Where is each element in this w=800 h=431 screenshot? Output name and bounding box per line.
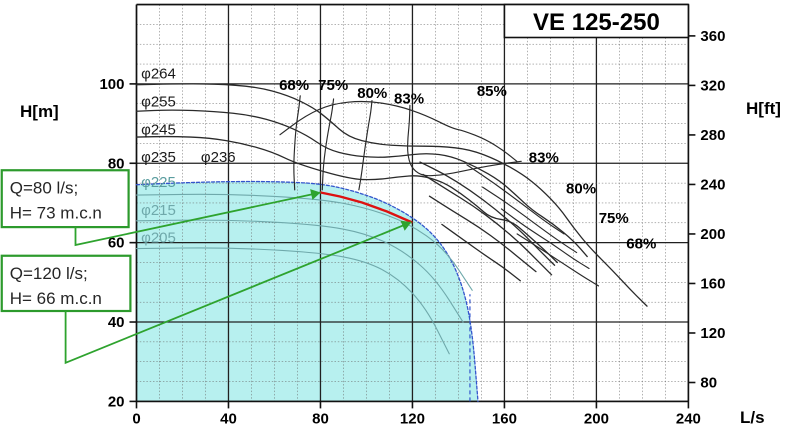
svg-text:200: 200 — [584, 410, 609, 427]
svg-text:75%: 75% — [318, 77, 348, 94]
svg-text:80%: 80% — [357, 85, 387, 102]
svg-text:68%: 68% — [626, 236, 656, 253]
svg-text:75%: 75% — [599, 210, 629, 227]
svg-text:Q=80 l/s;: Q=80 l/s; — [10, 178, 79, 197]
svg-text:80%: 80% — [566, 180, 596, 197]
svg-text:85%: 85% — [477, 83, 507, 100]
svg-text:L/s: L/s — [740, 408, 765, 427]
svg-text:200: 200 — [700, 226, 725, 243]
svg-text:240: 240 — [676, 410, 701, 427]
svg-text:83%: 83% — [394, 91, 424, 108]
svg-text:80: 80 — [312, 410, 329, 427]
svg-text:φ235: φ235 — [141, 149, 176, 166]
svg-text:VE 125-250: VE 125-250 — [533, 9, 660, 36]
svg-text:φ255: φ255 — [141, 94, 176, 111]
svg-text:120: 120 — [400, 410, 425, 427]
svg-text:20: 20 — [108, 393, 125, 410]
svg-text:160: 160 — [492, 410, 517, 427]
svg-text:Q=120 l/s;: Q=120 l/s; — [10, 264, 88, 283]
svg-text:160: 160 — [700, 275, 725, 292]
svg-text:φ205: φ205 — [141, 230, 176, 247]
svg-text:100: 100 — [99, 76, 124, 93]
svg-text:H= 66 m.c.n: H= 66 m.c.n — [10, 289, 102, 308]
svg-text:φ236: φ236 — [201, 149, 236, 166]
svg-text:320: 320 — [700, 77, 725, 94]
svg-text:120: 120 — [700, 325, 725, 342]
svg-text:240: 240 — [700, 176, 725, 193]
svg-text:H[ft]: H[ft] — [746, 99, 781, 118]
svg-text:280: 280 — [700, 127, 725, 144]
svg-text:H[m]: H[m] — [20, 102, 59, 121]
svg-text:360: 360 — [700, 28, 725, 45]
svg-text:40: 40 — [220, 410, 237, 427]
svg-text:φ225: φ225 — [141, 174, 176, 191]
svg-text:40: 40 — [108, 314, 125, 331]
svg-text:0: 0 — [132, 410, 140, 427]
svg-text:68%: 68% — [279, 77, 309, 94]
svg-text:H= 73 m.c.n: H= 73 m.c.n — [10, 203, 102, 222]
svg-text:83%: 83% — [529, 149, 559, 166]
svg-text:φ215: φ215 — [141, 202, 176, 219]
svg-text:80: 80 — [700, 375, 717, 392]
svg-text:φ264: φ264 — [141, 66, 176, 83]
svg-text:φ245: φ245 — [141, 121, 176, 138]
